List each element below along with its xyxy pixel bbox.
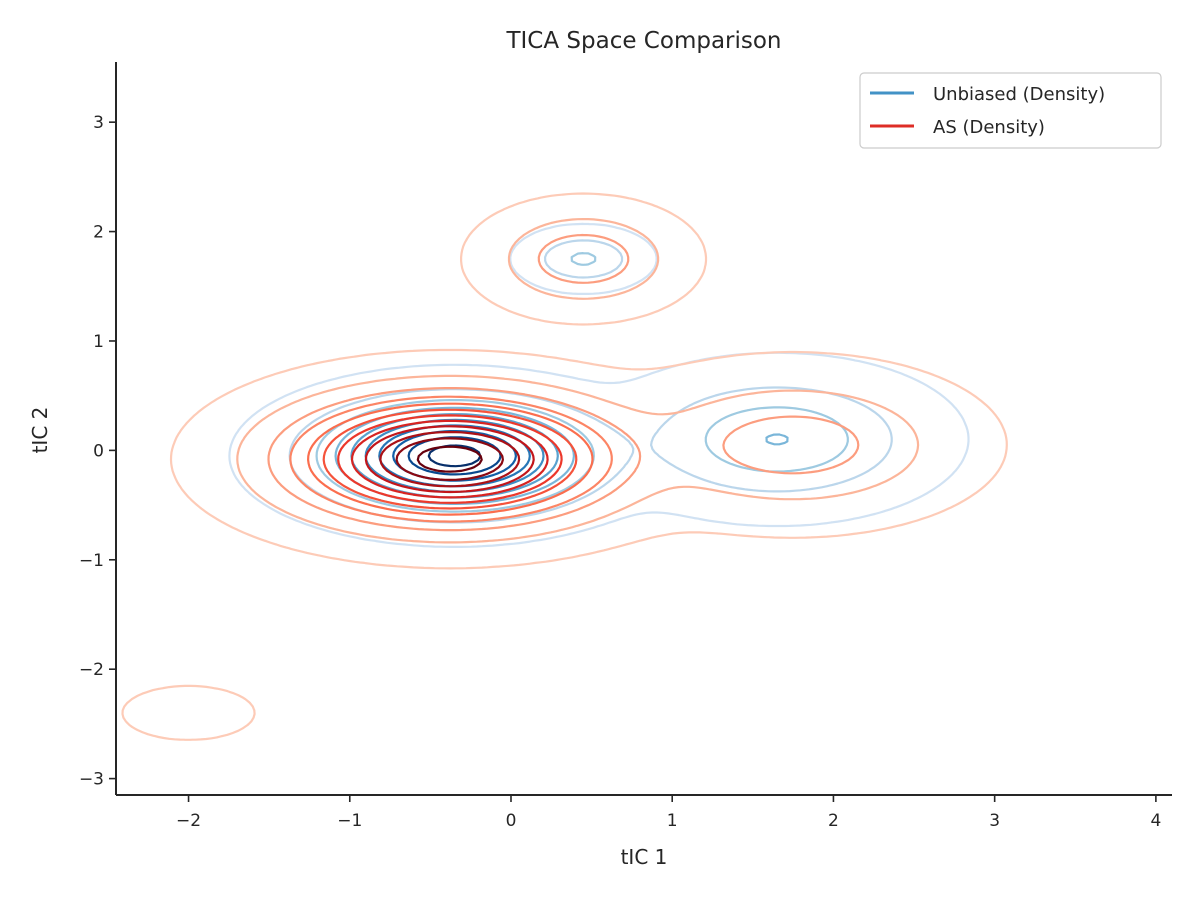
contour-level: [416, 445, 483, 473]
y-axis-label: tIC 2: [28, 407, 52, 454]
x-tick-label: 1: [667, 811, 678, 831]
contour-level: [267, 233, 860, 532]
y-tick-label: 2: [93, 223, 104, 243]
contour-level: [315, 252, 849, 513]
chart-title: TICA Space Comparison: [505, 28, 781, 54]
x-tick-label: −1: [337, 811, 362, 831]
y-tick-label: −2: [79, 660, 104, 680]
x-tick-label: 0: [506, 811, 517, 831]
contour-level: [407, 436, 502, 476]
contour-level: [322, 408, 578, 510]
y-tick-label: −3: [79, 770, 104, 790]
y-tick-label: 3: [93, 113, 104, 133]
x-tick-label: −2: [176, 811, 201, 831]
contour-series-1: [228, 222, 970, 548]
axes: −2 −1 0 1 2 3 4 −3 −2 −1 0 1 2 3: [79, 62, 1172, 831]
legend-label: AS (Density): [933, 117, 1045, 138]
legend-frame: [859, 72, 1162, 149]
y-tick-label: 0: [93, 441, 104, 461]
legend-label: Unbiased (Density): [933, 84, 1105, 105]
legend: Unbiased (Density) AS (Density): [859, 72, 1162, 149]
contour-layer: [121, 192, 1008, 741]
y-tick-label: 1: [93, 332, 104, 352]
contour-level: [307, 402, 594, 516]
y-tick-label: −1: [79, 551, 104, 571]
x-tick-label: 2: [828, 811, 839, 831]
contour-level: [121, 192, 1008, 741]
contour-level: [379, 430, 521, 488]
contour-level: [228, 222, 970, 548]
contour-level: [350, 419, 549, 499]
contour-series-2: [121, 192, 1008, 741]
contour-level: [289, 395, 613, 523]
x-tick-label: 3: [989, 811, 1000, 831]
contour-level: [236, 218, 920, 544]
contour-level: [337, 414, 563, 504]
x-axis-label: tIC 1: [621, 845, 668, 869]
contour-level: [395, 437, 504, 481]
x-tick-label: 4: [1150, 811, 1161, 831]
contour-level: [364, 425, 535, 494]
